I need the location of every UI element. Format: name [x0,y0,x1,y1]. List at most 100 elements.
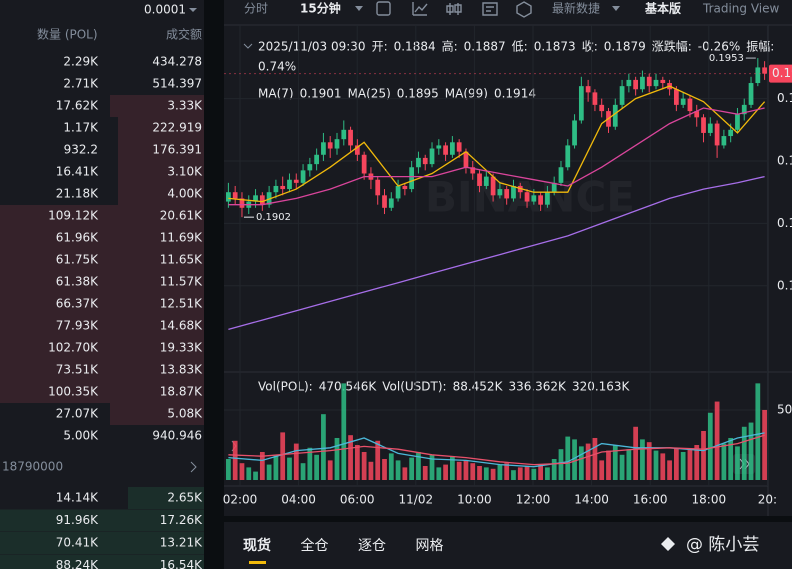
ask-qty[interactable]: 66.37K [56,297,99,311]
ask-amount[interactable]: 11.69K [160,231,203,245]
bid-amount[interactable]: 2.65K [167,491,203,505]
dropdown-caret[interactable] [189,8,197,12]
x-tick-label: 14:00 [574,493,609,507]
ask-amount[interactable]: 20.61K [160,209,203,223]
interval-caret[interactable] [355,6,363,11]
ask-depth-bar [118,161,204,183]
ask-amount[interactable]: 11.65K [160,253,203,267]
ask-amount[interactable]: 3.33K [167,99,203,113]
icon-depth[interactable] [516,1,532,18]
tool-time-share[interactable]: 分时 [244,2,268,16]
chevron[interactable] [190,461,197,473]
bid-amount[interactable]: 17.26K [160,513,203,527]
bid-qty[interactable]: 91.96K [56,513,99,527]
ask-amount[interactable]: 19.33K [160,341,203,355]
bid-depth-bar [0,554,204,569]
candle-body [341,129,347,140]
ask-qty[interactable]: 73.51K [56,363,99,377]
ask-amount[interactable]: 434.278 [152,55,202,69]
ask-qty[interactable]: 21.18K [56,187,99,201]
trade-tab[interactable]: 现货 [243,537,271,554]
volume-bar [606,450,611,480]
volume-bar [232,440,238,480]
collapse-caret[interactable] [243,43,253,49]
ask-amount[interactable]: 3.10K [167,165,203,179]
ask-amount[interactable]: 14.68K [160,319,203,333]
tool-interval[interactable]: 15分钟 [300,1,341,16]
ma-line [228,85,766,203]
candle-body [436,145,442,149]
tool-tradingview[interactable]: Trading View [702,2,780,16]
ask-qty[interactable]: 932.2 [64,143,98,157]
ask-amount[interactable]: 12.51K [160,297,203,311]
header-label: 振幅: [746,39,774,54]
ask-qty[interactable]: 5.00K [63,429,99,443]
ask-amount[interactable]: 5.08K [167,407,203,421]
latest-caret[interactable] [612,6,620,11]
icon-chart[interactable] [412,2,428,16]
candle-body [633,79,639,90]
precision[interactable]: 0.0001 [144,3,186,17]
icon-candles[interactable] [446,3,462,15]
ask-amount[interactable]: 514.397 [152,77,202,91]
tool-basic[interactable]: 基本版 [644,1,681,16]
ask-amount[interactable]: 13.83K [160,363,203,377]
ask-qty[interactable]: 61.38K [56,275,99,289]
candle-body [327,142,333,149]
bid-amount[interactable]: 13.21K [160,536,203,550]
candle-body [646,76,652,87]
header-label: 收: [582,40,598,54]
volume-bar [701,430,706,480]
ask-qty[interactable]: 61.96K [56,231,99,245]
ask-qty[interactable]: 2.29K [63,55,99,69]
ask-amount[interactable]: 176.391 [152,143,202,157]
header-label: 高: [442,39,458,54]
ask-amount[interactable]: 11.57K [160,275,203,289]
candle-body [680,98,686,105]
ask-qty[interactable]: 27.07K [56,407,99,421]
bid-amount[interactable]: 16.54K [160,558,203,569]
ask-qty[interactable]: 100.35K [48,385,99,399]
trade-tab[interactable]: 全仓 [301,537,329,554]
volume-bar [409,457,415,480]
ask-qty[interactable]: 2.71K [63,77,99,91]
candle-body [592,92,598,105]
candle-body [382,195,387,208]
volume-bar [450,456,455,480]
ask-amount[interactable]: 222.919 [152,121,202,135]
ask-amount[interactable]: 18.87K [160,385,203,399]
volume-bar [239,463,245,480]
icon-settings[interactable] [482,2,498,16]
bid-qty[interactable]: 88.24K [56,558,99,569]
ask-qty[interactable]: 61.75K [56,253,99,267]
ask-amount[interactable]: 940.946 [152,429,202,443]
ask-qty[interactable]: 77.93K [56,319,99,333]
candle-body [707,123,713,133]
ask-qty[interactable]: 109.12K [48,209,99,223]
ask-amount[interactable]: 4.00K [167,187,203,201]
volume-bar [429,454,435,480]
candle-body [545,192,550,205]
trade-tab[interactable]: 逐仓 [358,538,386,554]
trade-tab[interactable]: 网格 [416,538,444,554]
trade-panel [224,522,792,569]
ma-value: 0.1895 [397,87,439,101]
tool-latest[interactable]: 最新数捷 [552,1,600,16]
ask-qty[interactable]: 16.41K [56,165,99,179]
candle-body [565,145,571,168]
volume-bar [633,426,639,480]
ask-qty[interactable]: 1.17K [63,121,99,135]
candle-body [619,86,625,105]
ask-qty[interactable]: 17.62K [56,99,99,113]
candle-body [470,167,476,174]
icon-indicator[interactable] [376,1,391,16]
header-value: 0.74% [258,60,296,74]
bid-qty[interactable]: 70.41K [56,536,99,550]
x-tick-label: 16:00 [633,493,668,507]
bid-qty[interactable]: 14.14K [56,491,99,505]
candle-body [504,189,510,199]
volume-bar [368,461,374,480]
volume-bar [660,453,666,480]
col-amount: 成交额 [166,27,202,42]
ask-qty[interactable]: 102.70K [48,341,99,355]
